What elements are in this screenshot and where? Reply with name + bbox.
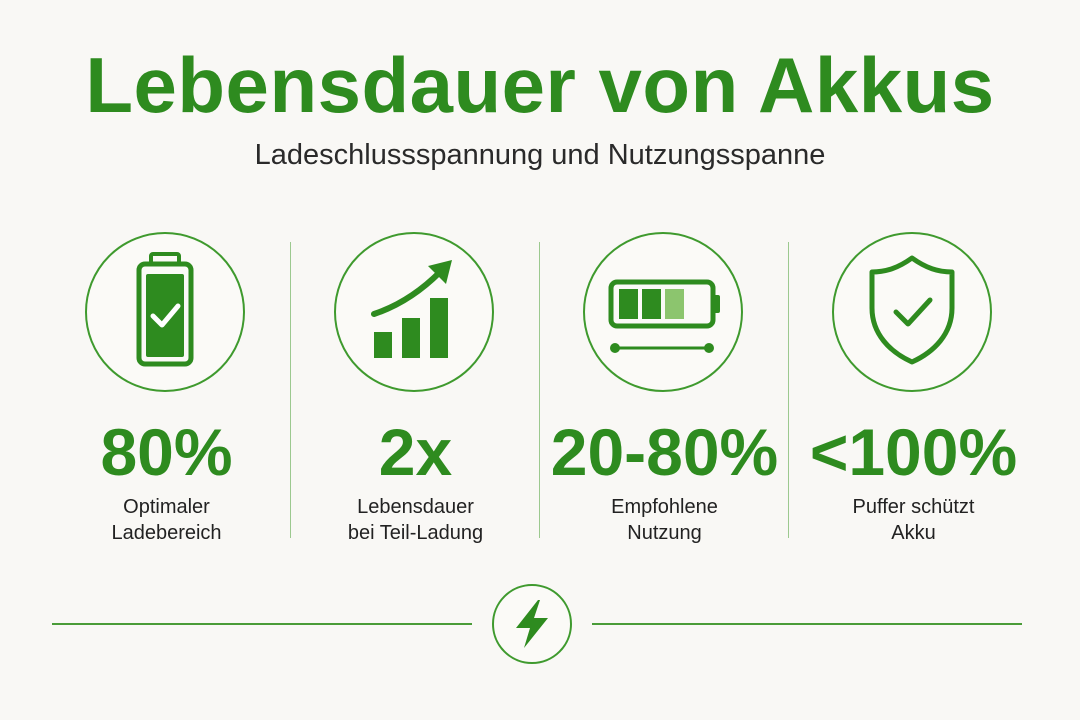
stat-label-line: Puffer schützt <box>852 496 975 518</box>
stat-label-line: Akku <box>891 522 936 544</box>
battery-check-icon <box>136 252 194 367</box>
lightning-bolt-icon <box>516 600 548 648</box>
growth-chart-icon <box>371 260 452 358</box>
icon-circle <box>583 232 743 392</box>
stat-buffer: <100% Puffer schützt Akku <box>789 232 1038 548</box>
shield-check-icon <box>869 255 955 365</box>
stat-recommended-usage: 20-80% Empfohlene Nutzung <box>540 232 789 548</box>
stat-value: <100% <box>809 415 1018 489</box>
footer-rule-left <box>52 623 472 625</box>
stats-row: 80% Optimaler Ladebereich 2x Lebensdauer… <box>42 232 1038 548</box>
stat-label: Puffer schützt Akku <box>799 494 1028 546</box>
icon-circle <box>85 232 245 392</box>
stat-label-line: bei Teil-Ladung <box>347 522 484 544</box>
stat-optimal-range: 80% Optimaler Ladebereich <box>42 232 291 548</box>
stat-label: Empfohlene Nutzung <box>550 494 779 546</box>
stat-lifetime: 2x Lebensdauer bei Teil-Ladung <box>291 232 540 548</box>
stat-label-line: Lebensdauer <box>357 496 474 518</box>
icon-circle <box>832 232 992 392</box>
stat-label-line: Ladebereich <box>111 522 222 544</box>
column-divider <box>290 242 291 538</box>
stat-label-line: Optimaler <box>123 496 210 518</box>
stat-value: 2x <box>378 415 453 489</box>
stat-label: Optimaler Ladebereich <box>52 494 281 546</box>
footer-rule-right <box>592 623 1022 625</box>
column-divider <box>539 242 540 538</box>
column-divider <box>788 242 789 538</box>
stat-value: 80% <box>100 415 233 489</box>
icon-circle <box>334 232 494 392</box>
page-title: Lebensdauer von Akkus <box>85 41 995 129</box>
battery-range-icon <box>608 279 720 353</box>
stat-label-line: Empfohlene <box>611 496 718 518</box>
stat-label-line: Nutzung <box>627 522 702 544</box>
footer-emblem <box>492 584 572 664</box>
stat-value: 20-80% <box>550 415 779 489</box>
stat-label: Lebensdauer bei Teil-Ladung <box>301 494 530 546</box>
page-subtitle: Ladeschlussspannung und Nutzungsspanne <box>254 139 826 171</box>
